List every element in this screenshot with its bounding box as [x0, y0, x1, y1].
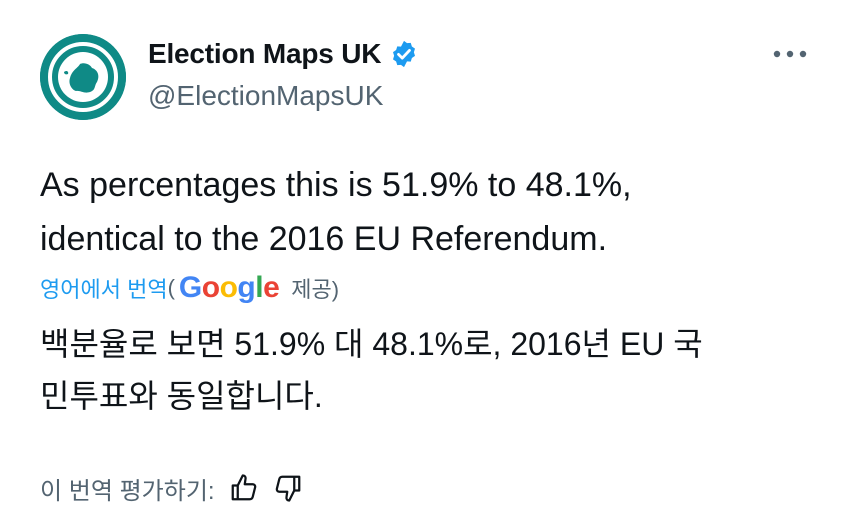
- thumbs-up-icon[interactable]: [229, 473, 259, 503]
- more-options-icon: [773, 50, 807, 58]
- more-options-button[interactable]: [770, 42, 810, 66]
- translated-from-link[interactable]: 영어에서 번역: [40, 277, 168, 302]
- rate-translation-label: 이 번역 평가하기:: [40, 477, 215, 505]
- rate-translation-row: 이 번역 평가하기:: [40, 470, 303, 506]
- translated-text-line: 백분율로 보면 51.9% 대 48.1%로, 2016년 EU 국: [40, 326, 703, 362]
- tweet-text: As percentages this is 51.9% to 48.1%, i…: [40, 158, 820, 266]
- open-paren: (: [167, 275, 175, 300]
- tweet-text-line: As percentages this is 51.9% to 48.1%,: [40, 166, 632, 204]
- tweet-text-line: identical to the 2016 EU Referendum.: [40, 220, 608, 258]
- display-name[interactable]: Election Maps UK: [148, 38, 382, 69]
- avatar[interactable]: [40, 34, 126, 120]
- verified-badge-icon: [393, 40, 416, 68]
- google-logo: Google: [178, 271, 280, 304]
- translated-text-line: 민투표와 동일합니다.: [40, 378, 323, 414]
- translation-attribution: 영어에서 번역 ( Google 제공): [40, 268, 339, 308]
- election-maps-uk-logo-icon: [40, 34, 126, 120]
- user-handle[interactable]: @ElectionMapsUK: [148, 80, 384, 111]
- translated-text: 백분율로 보면 51.9% 대 48.1%로, 2016년 EU 국 민투표와 …: [40, 318, 830, 422]
- thumbs-down-icon[interactable]: [273, 473, 303, 503]
- provided-by-label: 제공): [291, 277, 340, 302]
- author-name-row: Election Maps UK: [148, 34, 419, 74]
